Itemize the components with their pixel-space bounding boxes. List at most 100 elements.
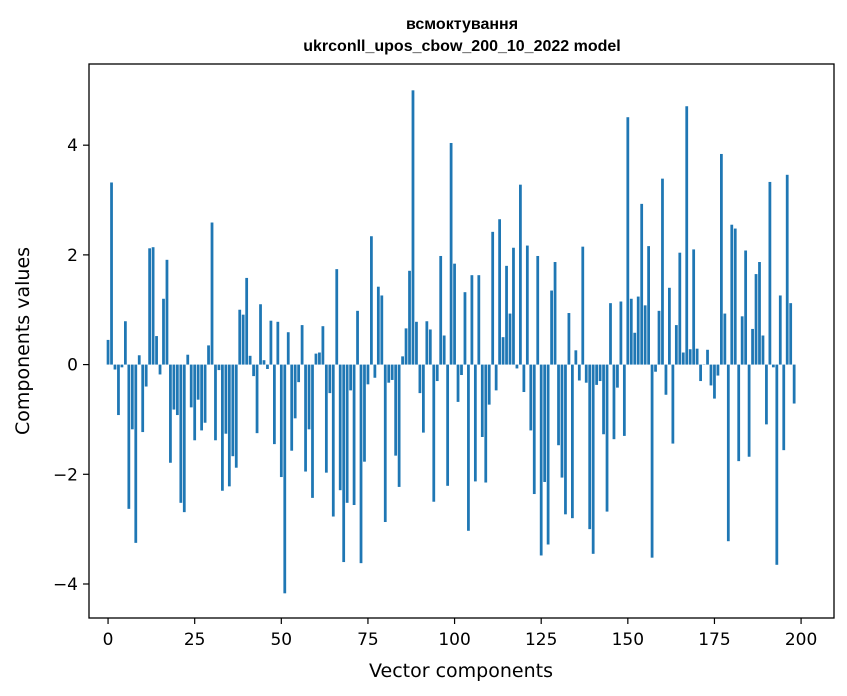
bar-component-156 (647, 246, 650, 365)
bar-component-121 (525, 245, 529, 365)
bar-component-60 (314, 353, 318, 365)
bar-component-78 (376, 286, 380, 365)
bar-component-27 (200, 364, 203, 431)
bar-component-79 (380, 295, 384, 365)
bar-component-160 (661, 178, 664, 365)
bar-component-45 (262, 360, 266, 365)
bar-component-17 (165, 259, 169, 365)
bar-component-154 (640, 203, 644, 365)
bar-component-195 (782, 364, 786, 451)
y-axis-ticks: −4 −2 0 2 4 (53, 136, 89, 595)
bar-component-165 (678, 252, 682, 365)
bar-component-8 (134, 364, 138, 543)
chart-subtitle: ukrconll_upos_cbow_200_10_2022 model (303, 38, 620, 55)
bar-component-71 (352, 364, 356, 506)
bar-component-96 (439, 255, 443, 365)
y-tick-label: −4 (53, 575, 78, 595)
bar-component-50 (279, 364, 283, 478)
plot-frame (88, 63, 835, 619)
x-tick-label: 175 (698, 630, 730, 650)
bar-component-35 (227, 364, 231, 487)
bar-component-182 (737, 364, 741, 462)
bar-component-168 (688, 349, 692, 365)
bar-component-122 (529, 364, 533, 431)
bar-component-99 (449, 142, 453, 365)
bar-component-188 (758, 262, 761, 365)
bar-component-57 (304, 364, 307, 472)
bar-component-164 (674, 325, 678, 365)
bar-component-112 (494, 364, 498, 391)
bar-component-104 (467, 364, 470, 531)
bar-component-132 (564, 364, 567, 515)
bar-component-82 (390, 364, 394, 380)
bar-component-141 (595, 364, 599, 385)
y-axis-label: Components values (12, 247, 34, 435)
bar-component-25 (193, 364, 197, 441)
bar-component-2 (113, 364, 117, 370)
bar-component-33 (221, 364, 224, 491)
bar-component-66 (335, 269, 339, 365)
bar-component-152 (633, 332, 637, 365)
bar-component-190 (765, 364, 768, 425)
bar-component-55 (297, 364, 301, 383)
bar-component-116 (508, 313, 512, 365)
bar-component-76 (370, 236, 373, 365)
bar-component-170 (695, 348, 699, 365)
bar-component-109 (484, 364, 488, 483)
bar-component-131 (560, 364, 564, 478)
bar-component-52 (286, 332, 290, 365)
bar-component-5 (124, 321, 127, 365)
bar-component-95 (435, 364, 439, 382)
bar-component-117 (512, 247, 515, 365)
bar-component-153 (636, 296, 640, 365)
bar-component-139 (588, 364, 592, 530)
bar-component-80 (383, 364, 387, 523)
bar-component-173 (706, 349, 709, 365)
bar-component-30 (210, 222, 214, 365)
bar-component-167 (685, 106, 689, 365)
bar-component-24 (189, 364, 193, 408)
bar-component-115 (505, 265, 508, 365)
bar-component-129 (553, 262, 557, 365)
chart-title: всмоктування (406, 16, 518, 33)
bar-component-127 (546, 364, 550, 545)
bar-component-22 (182, 364, 186, 513)
bar-component-56 (300, 325, 304, 365)
bar-component-197 (789, 303, 793, 365)
bar-component-138 (584, 364, 588, 383)
bar-component-178 (723, 313, 727, 365)
bar-component-193 (775, 364, 779, 565)
bar-component-189 (761, 335, 765, 365)
bar-component-3 (117, 364, 120, 416)
bar-component-83 (394, 364, 398, 456)
bar-component-73 (359, 364, 363, 564)
bar-component-63 (324, 364, 328, 473)
bar-component-174 (709, 364, 713, 386)
bar-component-166 (681, 352, 685, 365)
bar-component-134 (571, 364, 574, 519)
bar-component-100 (453, 263, 456, 365)
bar-component-72 (356, 310, 359, 365)
bar-component-142 (598, 364, 602, 382)
bar-component-143 (602, 364, 605, 435)
bar-component-146 (612, 364, 616, 440)
bar-component-20 (175, 364, 179, 416)
bar-component-7 (130, 364, 134, 430)
bar-component-54 (293, 364, 297, 419)
bar-component-6 (127, 364, 131, 509)
bar-component-145 (609, 303, 612, 365)
bar-component-162 (668, 287, 671, 365)
bar-component-110 (487, 364, 491, 405)
bar-component-169 (692, 249, 696, 365)
bar-component-31 (214, 364, 217, 441)
bar-component-49 (276, 321, 280, 365)
bar-component-0 (106, 339, 110, 365)
bar-component-159 (657, 310, 661, 365)
bar-component-42 (252, 364, 255, 377)
bar-component-10 (141, 364, 145, 433)
bar-component-130 (557, 364, 560, 446)
x-tick-label: 75 (357, 630, 379, 650)
bar-component-11 (144, 364, 148, 387)
bar-component-51 (283, 364, 287, 594)
bar-component-101 (456, 364, 460, 402)
